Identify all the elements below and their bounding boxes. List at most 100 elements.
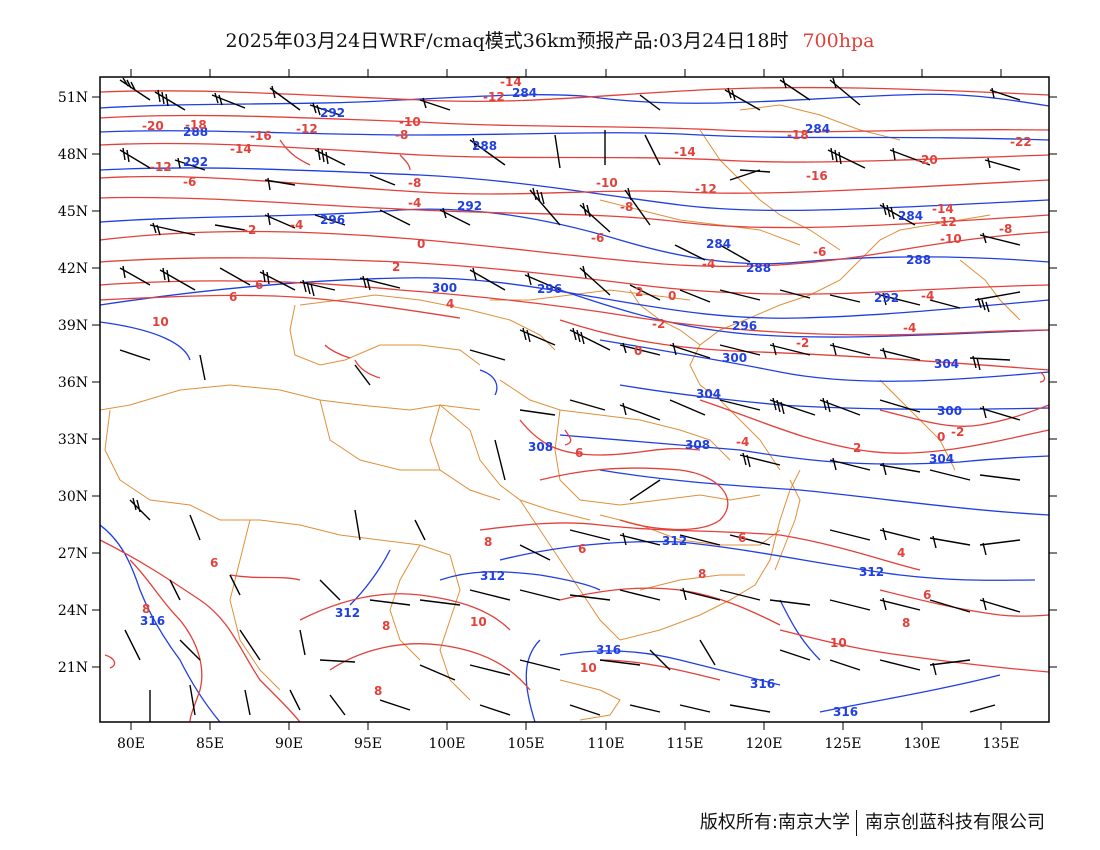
temp-label: 6 [738, 531, 746, 545]
height-label: 284 [512, 86, 537, 100]
height-label: 316 [750, 677, 775, 691]
temp-label: -2 [652, 317, 665, 331]
title-main: 2025年03月24日WRF/cmaq模式36km预报产品:03月24日18时 [225, 30, 789, 52]
lat-label: 27N [58, 546, 88, 562]
temp-label: 6 [923, 588, 931, 602]
copyright-divider [856, 810, 857, 836]
temp-label: -20 [916, 153, 938, 167]
height-label: 288 [746, 261, 771, 275]
height-label: 296 [537, 282, 562, 296]
temperature-labels: -14 -12 -20 -18 -16 -12 -10 -8 -14 -12 -… [142, 75, 1032, 698]
temp-label: 2 [392, 260, 400, 274]
temp-label: -12 [150, 160, 172, 174]
temp-label: 8 [484, 535, 492, 549]
height-label: 312 [480, 569, 505, 583]
temp-label: -18 [185, 118, 207, 132]
lat-label: 48N [58, 147, 88, 163]
temp-label: 0 [937, 430, 945, 444]
height-label: 316 [140, 614, 165, 628]
lat-label: 51N [58, 90, 88, 106]
lat-label: 45N [58, 204, 88, 220]
lat-label: 30N [58, 489, 88, 505]
height-label: 284 [706, 237, 731, 251]
lat-label: 21N [58, 660, 88, 676]
temp-label: 0 [634, 344, 642, 358]
temp-label: -2 [796, 336, 809, 350]
temp-label: -4 [736, 435, 749, 449]
temp-label: -2 [951, 425, 964, 439]
temp-label: 10 [830, 636, 847, 650]
height-label: 312 [859, 565, 884, 579]
lat-label: 42N [58, 261, 88, 277]
plot-area [100, 77, 1049, 722]
temp-label: -4 [408, 196, 421, 210]
temp-label: 8 [374, 684, 382, 698]
height-label: 292 [183, 155, 208, 169]
height-label: 316 [596, 643, 621, 657]
height-label: 312 [335, 606, 360, 620]
temp-label: -8 [408, 176, 421, 190]
height-labels: 284 284 288 288 292 292 292 284 284 288 … [140, 86, 962, 719]
height-label: 292 [320, 106, 345, 120]
temp-label: 6 [255, 278, 263, 292]
political-borders [100, 104, 1021, 721]
height-label: 300 [722, 351, 747, 365]
lat-label: 36N [58, 375, 88, 391]
map-title: 2025年03月24日WRF/cmaq模式36km预报产品:03月24日18时 7… [0, 26, 1100, 53]
temp-label: -16 [806, 169, 828, 183]
temp-label: 8 [382, 619, 390, 633]
height-label: 284 [805, 122, 830, 136]
temp-label: -14 [674, 145, 696, 159]
temp-label: 10 [152, 315, 169, 329]
lat-axis [92, 96, 1057, 668]
copyright-footer: 版权所有:南京大学 南京创蓝科技有限公司 [0, 808, 1045, 836]
temp-label: 2 [853, 441, 861, 455]
lon-label: 130E [904, 736, 941, 752]
lon-label: 100E [429, 736, 466, 752]
height-label: 316 [833, 705, 858, 719]
temp-label: -8 [395, 128, 408, 142]
temp-label: 0 [417, 237, 425, 251]
temp-label: 0 [668, 289, 676, 303]
temp-label: 6 [578, 542, 586, 556]
temp-label: 4 [446, 297, 454, 311]
temp-label: -12 [296, 122, 318, 136]
lon-axis [130, 69, 1002, 730]
temp-label: -12 [935, 215, 957, 229]
lon-labels: 80E 85E 90E 95E 100E 105E 110E 115E 120E… [117, 736, 1020, 752]
temp-label: 2 [635, 285, 643, 299]
temp-label: -14 [500, 75, 522, 89]
lat-label: 33N [58, 432, 88, 448]
temp-label: 6 [229, 290, 237, 304]
temp-label: -10 [940, 232, 962, 246]
temp-label: -8 [620, 200, 633, 214]
height-label: 296 [732, 319, 757, 333]
lat-labels: 51N 48N 45N 42N 39N 36N 33N 30N 27N 24N … [58, 90, 88, 676]
lon-label: 85E [196, 736, 224, 752]
title-level: 700hpa [802, 30, 875, 52]
temperature-contours [100, 86, 1049, 722]
height-label: 292 [457, 199, 482, 213]
temp-label: 8 [142, 602, 150, 616]
temp-label: -4 [290, 218, 303, 232]
temp-label: 6 [210, 556, 218, 570]
temp-label: -12 [483, 90, 505, 104]
height-label: 288 [906, 253, 931, 267]
lon-label: 115E [667, 736, 704, 752]
temp-label: 10 [470, 615, 487, 629]
lon-label: 90E [275, 736, 303, 752]
temp-label: -10 [399, 115, 421, 129]
temp-label: -18 [787, 128, 809, 142]
copyright-right: 南京创蓝科技有限公司 [865, 812, 1045, 833]
lon-label: 105E [508, 736, 545, 752]
copyright-left: 版权所有:南京大学 [699, 812, 850, 833]
temp-label: -4 [702, 257, 715, 271]
height-label: 288 [183, 125, 208, 139]
wind-barbs [119, 77, 1021, 722]
temp-label: 6 [575, 446, 583, 460]
temp-label: -6 [591, 231, 604, 245]
lat-label: 24N [58, 603, 88, 619]
temp-label: 8 [698, 567, 706, 581]
temp-label: -12 [695, 182, 717, 196]
height-contours [100, 93, 1049, 722]
